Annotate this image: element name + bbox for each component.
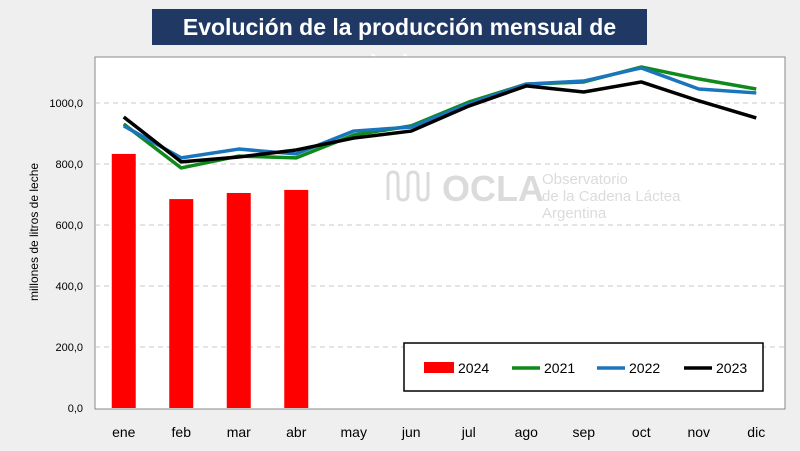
bar-2024-feb bbox=[169, 199, 194, 408]
x-tick-label: sep bbox=[572, 424, 595, 440]
legend: 2024 2021 2022 2023 bbox=[403, 342, 764, 392]
ocla-logo-icon bbox=[386, 170, 430, 202]
y-axis-label: millones de litros de leche bbox=[27, 163, 41, 301]
legend-label-2022: 2022 bbox=[629, 360, 660, 376]
watermark-line2: de la Cadena Láctea bbox=[542, 188, 681, 205]
chart-title: Evolución de la producción mensual de le… bbox=[152, 9, 647, 76]
line-2023 bbox=[122, 80, 757, 164]
x-tick-label: jun bbox=[401, 424, 421, 440]
bar-2024-mar bbox=[226, 192, 251, 408]
watermark-logo: OCLA bbox=[442, 168, 544, 209]
watermark-line1: Observatorio bbox=[542, 171, 628, 188]
y-tick-label: 800,0 bbox=[55, 159, 83, 171]
x-tick-label: oct bbox=[632, 424, 651, 440]
bar-2024-ene bbox=[111, 153, 136, 408]
x-tick-label: jul bbox=[461, 424, 476, 440]
watermark: OCLA Observatorio de la Cadena Láctea Ar… bbox=[386, 168, 681, 222]
x-tick-label: abr bbox=[286, 424, 307, 440]
legend-label-2021: 2021 bbox=[544, 360, 575, 376]
bar-2024-abr bbox=[284, 189, 309, 408]
x-tick-label: ene bbox=[112, 424, 136, 440]
line-2022 bbox=[122, 66, 757, 160]
x-tick-label: mar bbox=[227, 424, 251, 440]
y-tick-label: 1000,0 bbox=[49, 98, 83, 110]
x-tick-label: may bbox=[341, 424, 367, 440]
y-tick-label: 600,0 bbox=[55, 220, 83, 232]
x-tick-label: dic bbox=[747, 424, 765, 440]
legend-swatch-2024 bbox=[424, 362, 454, 373]
y-tick-label: 400,0 bbox=[55, 281, 83, 293]
watermark-line3: Argentina bbox=[542, 205, 607, 222]
x-tick-label: feb bbox=[172, 424, 192, 440]
legend-label-2024: 2024 bbox=[458, 360, 489, 376]
y-tick-label: 0,0 bbox=[68, 403, 83, 415]
legend-label-2023: 2023 bbox=[716, 360, 747, 376]
x-tick-label: nov bbox=[687, 424, 710, 440]
y-tick-label: 200,0 bbox=[55, 342, 83, 354]
x-tick-label: ago bbox=[515, 424, 539, 440]
